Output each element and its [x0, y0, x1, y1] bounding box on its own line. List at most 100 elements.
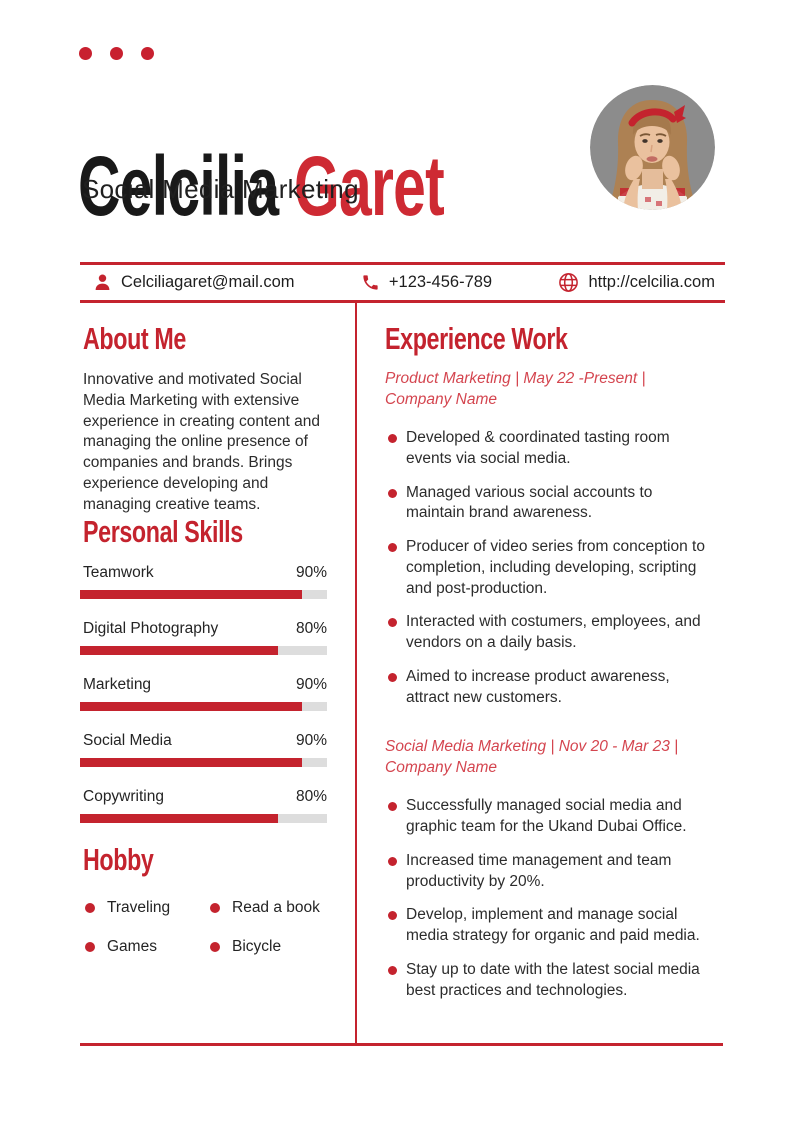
- bullet-icon: [85, 942, 95, 953]
- hobby-item: Games: [80, 938, 205, 956]
- contact-phone: +123-456-789: [361, 273, 492, 292]
- left-column: About Me Innovative and motivated Social…: [80, 322, 327, 956]
- skill-label: Marketing: [83, 676, 152, 694]
- job-bullet-text: Developed & coordinated tasting room eve…: [406, 429, 670, 467]
- globe-icon: [558, 272, 579, 293]
- job-title: Social Media Marketing | Nov 20 - Mar 23…: [385, 738, 679, 777]
- job-bullet: Aimed to increase product awareness, att…: [385, 667, 715, 709]
- hobby-item: Traveling: [80, 899, 205, 917]
- skill-bar-track: [80, 758, 327, 768]
- skill-row: Digital Photography 80%: [80, 619, 327, 656]
- job-bullet-text: Increased time management and team produ…: [406, 851, 672, 890]
- job-bullet-list: Successfully managed social media and gr…: [385, 796, 715, 1001]
- contact-bar: Celciliagaret@mail.com +123-456-789 http…: [80, 262, 725, 303]
- skill-bar-fill: [80, 814, 278, 824]
- experience-heading: Experience Work: [385, 321, 568, 356]
- job-bullet-text: Interacted with costumers, employees, an…: [406, 613, 701, 651]
- bullet-icon: [388, 911, 397, 921]
- about-heading: About Me: [83, 321, 186, 356]
- job-title: Product Marketing | May 22 -Present | Co…: [385, 370, 646, 408]
- hobby-item: Read a book: [205, 899, 327, 917]
- job-bullet-text: Aimed to increase product awareness, att…: [406, 667, 670, 706]
- skill-bar-fill: [80, 590, 303, 600]
- job-bullet: Producer of video series from conception…: [385, 537, 715, 599]
- contact-phone-text: +123-456-789: [388, 273, 493, 291]
- bullet-icon: [210, 903, 220, 914]
- skill-bar-track: [80, 646, 327, 656]
- skill-bar-track: [80, 590, 327, 600]
- person-icon: [93, 273, 112, 292]
- skill-row: Copywriting 80%: [80, 787, 327, 824]
- job-bullet-text: Successfully managed social media and gr…: [406, 797, 687, 835]
- skill-bar-track: [80, 814, 327, 824]
- about-text: Innovative and motivated Social Media Ma…: [83, 371, 320, 513]
- skill-percent: 90%: [295, 564, 327, 582]
- job-bullet: Developed & coordinated tasting room eve…: [385, 428, 715, 470]
- skill-label: Teamwork: [83, 564, 154, 582]
- hobby-heading: Hobby: [83, 842, 154, 878]
- skill-row: Teamwork 90%: [80, 563, 327, 600]
- bullet-icon: [388, 488, 397, 498]
- skill-label: Digital Photography: [83, 620, 219, 638]
- skill-percent: 90%: [295, 732, 327, 750]
- dot-icon: [141, 47, 154, 60]
- contact-email-text: Celciliagaret@mail.com: [121, 273, 295, 291]
- last-name: Garet: [293, 139, 445, 234]
- skill-percent: 80%: [295, 620, 327, 638]
- skill-row: Social Media 90%: [80, 731, 327, 768]
- hobby-label: Read a book: [232, 899, 320, 917]
- hobby-label: Bicycle: [232, 938, 282, 956]
- dot-icon: [79, 47, 92, 60]
- page-title: Celcilia Garet: [78, 144, 445, 228]
- bullet-icon: [388, 802, 397, 812]
- hobby-list: Traveling Read a book Games Bicycle: [80, 899, 327, 956]
- contact-email: Celciliagaret@mail.com: [93, 273, 295, 292]
- skill-label: Copywriting: [83, 788, 164, 806]
- bullet-icon: [388, 543, 397, 552]
- bullet-icon: [388, 856, 397, 866]
- skill-bar-fill: [80, 646, 278, 656]
- bullet-icon: [85, 903, 95, 914]
- skills-heading: Personal Skills: [83, 514, 243, 550]
- job-bullet: Successfully managed social media and gr…: [385, 796, 715, 838]
- bullet-icon: [388, 434, 397, 443]
- job-subtitle: Social Media Marketing: [82, 174, 359, 204]
- skill-bar-fill: [80, 758, 303, 768]
- profile-photo: [590, 85, 715, 210]
- bullet-icon: [388, 965, 397, 975]
- job-bullet-list: Developed & coordinated tasting room eve…: [385, 428, 715, 708]
- contact-website: http://celcilia.com: [558, 272, 715, 293]
- bullet-icon: [210, 942, 220, 953]
- job-bullet-text: Managed various social accounts to maint…: [406, 483, 653, 522]
- bottom-rule: [80, 1043, 723, 1046]
- job-bullet-text: Develop, implement and manage social med…: [406, 906, 700, 944]
- job-bullet: Managed various social accounts to maint…: [385, 483, 715, 525]
- column-divider: [355, 303, 357, 1044]
- contact-website-text: http://celcilia.com: [588, 273, 715, 291]
- job-bullet: Increased time management and team produ…: [385, 851, 715, 893]
- skill-row: Marketing 90%: [80, 675, 327, 712]
- skills-list: Teamwork 90% Digital Photography 80% Marke…: [80, 563, 327, 824]
- job-bullet-text: Stay up to date with the latest social m…: [406, 960, 700, 999]
- hobby-item: Bicycle: [205, 938, 327, 956]
- job-bullet: Interacted with costumers, employees, an…: [385, 612, 715, 654]
- bullet-icon: [388, 618, 397, 628]
- bullet-icon: [388, 672, 397, 682]
- first-name: Celcilia: [78, 139, 279, 234]
- dot-icon: [110, 47, 123, 60]
- skill-label: Social Media: [83, 732, 172, 750]
- job-bullet: Develop, implement and manage social med…: [385, 905, 715, 947]
- profile-photo-image: [590, 85, 715, 210]
- skill-percent: 80%: [295, 788, 327, 806]
- hobby-label: Traveling: [107, 899, 171, 917]
- right-column: Experience Work Product Marketing | May …: [385, 322, 715, 1014]
- hobby-label: Games: [107, 938, 157, 956]
- job-bullet-text: Producer of video series from conception…: [406, 538, 705, 597]
- skill-percent: 90%: [295, 676, 327, 694]
- skill-bar-track: [80, 702, 327, 712]
- header-dots: [79, 47, 154, 60]
- phone-icon: [361, 273, 380, 292]
- skill-bar-fill: [80, 702, 303, 712]
- job-bullet: Stay up to date with the latest social m…: [385, 960, 715, 1002]
